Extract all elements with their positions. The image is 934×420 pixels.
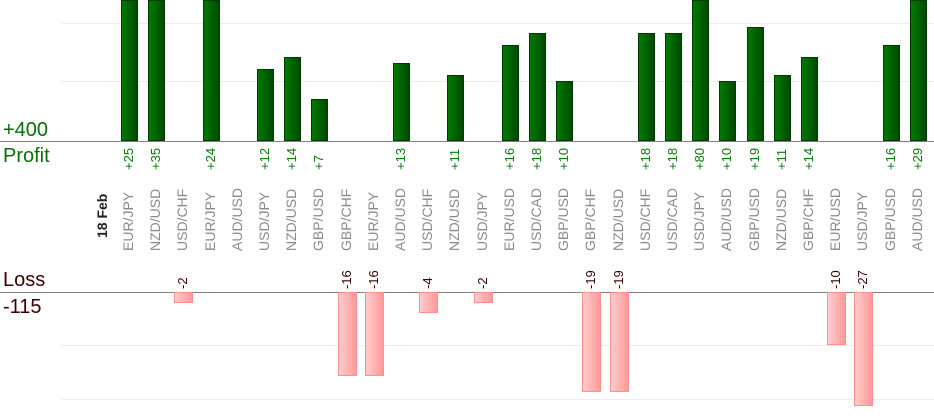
profit-bar bbox=[393, 63, 410, 141]
profit-gridline bbox=[62, 81, 934, 82]
pair-label: GBP/USD bbox=[310, 187, 327, 251]
loss-gridline bbox=[62, 345, 934, 346]
pair-label: USD/CHF bbox=[419, 188, 436, 251]
loss-bar bbox=[419, 292, 439, 313]
pair-label: AUD/USD bbox=[392, 187, 408, 251]
pair-label: EUR/USD bbox=[827, 187, 844, 251]
loss-value-label: -19 bbox=[610, 270, 626, 289]
loss-value-label: -16 bbox=[338, 270, 354, 289]
profit-bar bbox=[148, 0, 166, 141]
pair-label: NZD/USD bbox=[283, 188, 300, 251]
loss-bar bbox=[174, 292, 194, 303]
pair-label: GBP/CHF bbox=[582, 188, 599, 251]
pair-label: AUD/USD bbox=[908, 187, 925, 251]
pair-label: USD/CAD bbox=[528, 187, 544, 251]
profit-value-label: +18 bbox=[637, 147, 653, 170]
profit-total: +400 bbox=[3, 119, 49, 141]
profit-baseline bbox=[0, 141, 934, 142]
loss-bar bbox=[473, 292, 493, 303]
pair-label: USD/JPY bbox=[473, 191, 490, 251]
profit-value-label: +13 bbox=[393, 147, 408, 170]
profit-bar bbox=[284, 57, 302, 141]
profit-bar bbox=[202, 0, 220, 141]
pair-label: EUR/USD bbox=[500, 187, 517, 251]
pair-label: USD/CHF bbox=[636, 188, 653, 251]
profit-bar bbox=[719, 81, 737, 141]
profit-bar bbox=[773, 75, 791, 141]
profit-value-label: +25 bbox=[121, 147, 136, 170]
pair-label: GBP/USD bbox=[555, 187, 572, 251]
profit-title: Profit bbox=[3, 145, 50, 167]
profit-bar bbox=[529, 33, 546, 141]
pair-label: NZD/USD bbox=[147, 188, 164, 251]
loss-bar bbox=[609, 292, 629, 392]
pair-label: EUR/JPY bbox=[364, 191, 381, 251]
profit-value-label: +24 bbox=[202, 147, 218, 170]
pair-label: EUR/JPY bbox=[201, 191, 218, 251]
loss-bar bbox=[582, 292, 602, 392]
profit-value-label: +11 bbox=[773, 148, 789, 170]
profit-value-label: +16 bbox=[882, 147, 898, 170]
pair-label: GBP/CHF bbox=[800, 188, 816, 251]
pair-label: GBP/USD bbox=[881, 187, 898, 251]
profit-value-label: +14 bbox=[284, 147, 300, 170]
profit-bar bbox=[556, 81, 574, 141]
pair-label: NZD/USD bbox=[446, 188, 463, 251]
pair-label: USD/CHF bbox=[174, 188, 191, 251]
pair-label: USD/JPY bbox=[691, 191, 708, 251]
profit-value-label: +10 bbox=[719, 147, 735, 170]
profit-value-label: +7 bbox=[311, 155, 327, 170]
loss-value-label: -2 bbox=[175, 277, 191, 289]
profit-value-label: +10 bbox=[556, 147, 572, 170]
profit-bar bbox=[746, 27, 764, 141]
pair-label: NZD/USD bbox=[772, 188, 789, 251]
profit-value-label: +35 bbox=[148, 147, 164, 170]
profit-value-label: +18 bbox=[665, 147, 680, 170]
pair-label: USD/CAD bbox=[664, 187, 680, 251]
profit-bar bbox=[882, 45, 900, 141]
pair-label: GBP/USD bbox=[745, 187, 762, 251]
profit-gridline bbox=[62, 23, 934, 24]
profit-value-label: +18 bbox=[529, 147, 544, 170]
loss-bar bbox=[337, 292, 357, 376]
loss-value-label: -2 bbox=[474, 277, 490, 289]
profit-value-label: +16 bbox=[501, 147, 517, 170]
loss-total: -115 bbox=[3, 296, 42, 318]
loss-value-label: -19 bbox=[583, 270, 599, 289]
profit-bar bbox=[801, 57, 818, 141]
profit-bar bbox=[665, 33, 682, 141]
pair-label: EUR/JPY bbox=[120, 191, 136, 251]
profit-value-label: +80 bbox=[692, 147, 708, 170]
pair-label: GBP/CHF bbox=[337, 188, 354, 251]
profit-bar bbox=[257, 69, 274, 141]
loss-value-label: -16 bbox=[365, 270, 381, 289]
loss-gridline bbox=[62, 399, 934, 400]
profit-bar bbox=[121, 0, 138, 141]
loss-value-label: -10 bbox=[828, 270, 844, 289]
profit-value-label: +29 bbox=[909, 147, 925, 170]
pair-label: NZD/USD bbox=[609, 188, 626, 251]
pair-label: USD/JPY bbox=[256, 191, 272, 251]
loss-bar bbox=[827, 292, 847, 345]
loss-value-label: -27 bbox=[855, 270, 871, 289]
profit-value-label: +14 bbox=[801, 147, 816, 170]
profit-value-label: +12 bbox=[257, 147, 272, 170]
profit-bar bbox=[311, 99, 329, 141]
loss-title: Loss bbox=[3, 269, 46, 291]
loss-bar bbox=[854, 292, 874, 406]
loss-baseline bbox=[0, 292, 934, 293]
profit-bar bbox=[692, 0, 710, 141]
profit-bar bbox=[637, 33, 655, 141]
pair-label: USD/JPY bbox=[854, 191, 871, 251]
profit-bar bbox=[909, 0, 927, 141]
loss-bar bbox=[364, 292, 384, 376]
loss-value-label: -4 bbox=[420, 277, 436, 289]
profit-bar bbox=[447, 75, 465, 141]
pair-label: AUD/USD bbox=[718, 187, 735, 251]
pair-label: AUD/USD bbox=[228, 187, 245, 251]
profit-bar bbox=[501, 45, 519, 141]
profit-value-label: +19 bbox=[746, 147, 762, 170]
date-label: 18 Feb bbox=[94, 193, 110, 238]
profit-value-label: +11 bbox=[447, 148, 463, 170]
